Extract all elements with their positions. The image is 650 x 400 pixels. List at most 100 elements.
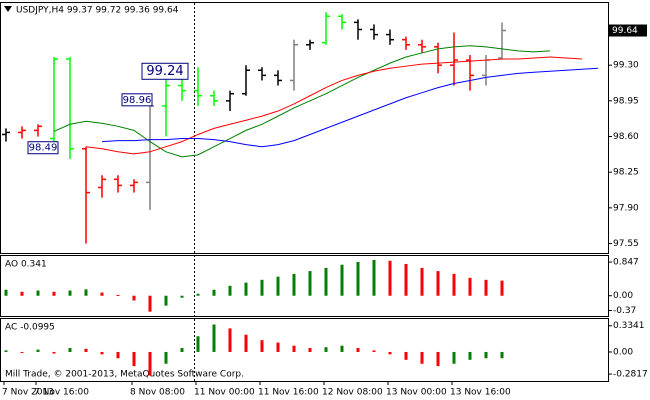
histogram-bar [484,351,488,359]
y-tick-label: 97.55 [613,239,639,249]
histogram-bar [260,279,264,296]
histogram-bar [52,291,56,296]
y-tick-label: -0.37 [613,306,636,316]
histogram-bar [36,349,40,352]
price-label: 99.24 [146,64,183,79]
histogram-bar [436,351,440,367]
histogram-bar [84,289,88,296]
ac-panel [0,318,609,382]
histogram-bar [388,260,392,296]
main-panel [0,2,609,254]
price-label: 98.49 [29,143,58,154]
x-tick-label: 13 Nov 16:00 [450,388,511,398]
histogram-bar [84,348,88,352]
y-tick-label: 0.847 [613,258,639,268]
histogram-bar [20,351,24,353]
histogram-bar [180,295,184,298]
histogram-bar [100,292,104,296]
histogram-bar [52,351,56,354]
histogram-bar [116,294,120,296]
histogram-bar [484,279,488,296]
histogram-bar [68,290,72,296]
histogram-bar [132,351,136,367]
price-label-box [141,62,189,80]
histogram-bar [308,348,312,352]
y-tick-label: 0.00 [613,347,633,357]
histogram-bar [292,273,296,296]
y-tick-label: 0.00 [613,291,633,301]
histogram-bar [420,267,424,296]
price-label-box [121,93,153,107]
histogram-bar [356,261,360,296]
histogram-bar [452,351,456,364]
x-tick-label: 7 Nov 2013 [2,388,54,398]
histogram-bar [228,285,232,296]
histogram-bar [4,289,8,296]
x-tick-label: 8 Nov 08:00 [130,388,185,398]
ao-title: AO 0.341 [5,260,47,270]
y-tick-label: 99.30 [613,61,639,71]
moving-average [85,56,583,155]
symbol-icon [4,6,12,12]
histogram-bar [372,350,376,352]
y-tick-label: 0.3341 [613,321,645,331]
histogram-bar [20,291,24,296]
x-tick-label: 13 Nov 00:00 [386,388,447,398]
histogram-bar [420,351,424,364]
histogram-bar [356,348,360,352]
histogram-bar [260,340,264,352]
histogram-bar [404,263,408,296]
histogram-bar [36,290,40,296]
y-tick-label: 97.90 [613,203,639,213]
histogram-bar [276,276,280,296]
histogram-bar [468,277,472,296]
histogram-bar [148,351,152,376]
histogram-bar [164,295,168,306]
histogram-bar [276,342,280,352]
price-label-box [27,141,59,155]
histogram-bar [340,264,344,296]
histogram-bar [196,293,200,296]
histogram-bar [132,295,136,301]
histogram-bar [324,347,328,352]
y-tick-label: 98.60 [613,132,639,142]
histogram-bar [308,271,312,296]
histogram-bar [500,351,504,359]
chart-title: USDJPY,H4 99.37 99.72 99.36 99.64 [16,6,179,16]
histogram-bar [148,295,152,312]
histogram-bar [196,336,200,352]
histogram-bar [244,334,248,352]
histogram-bar [468,351,472,360]
histogram-bar [324,267,328,296]
ac-title: AC -0.0995 [5,323,55,333]
x-tick-label: 12 Nov 08:00 [322,388,383,398]
x-tick-label: 7 Nov 16:00 [34,388,89,398]
y-tick-label: 98.95 [613,96,639,106]
histogram-bar [452,273,456,296]
x-tick-label: 11 Nov 16:00 [258,388,319,398]
moving-average [101,67,599,148]
histogram-bar [388,351,392,355]
y-tick-label: -0.2817 [613,370,648,380]
histogram-bar [436,271,440,296]
histogram-bar [212,324,216,352]
histogram-bar [500,280,504,296]
histogram-bar [4,350,8,352]
histogram-bar [100,351,104,355]
histogram-bar [340,345,344,352]
histogram-bar [212,289,216,296]
footer: Mill Trade, © 2001-2013, MetaQuotes Soft… [5,370,244,380]
histogram-bar [228,328,232,352]
histogram-bar [372,259,376,296]
histogram-bar [180,348,184,352]
x-tick-label: 11 Nov 00:00 [194,388,255,398]
histogram-bar [404,351,408,360]
histogram-bar [292,345,296,352]
histogram-bar [68,348,72,352]
current-price-label: 99.64 [612,26,638,36]
price-label: 98.96 [123,95,152,106]
y-tick-label: 98.25 [613,168,639,178]
ao-panel [0,255,609,317]
